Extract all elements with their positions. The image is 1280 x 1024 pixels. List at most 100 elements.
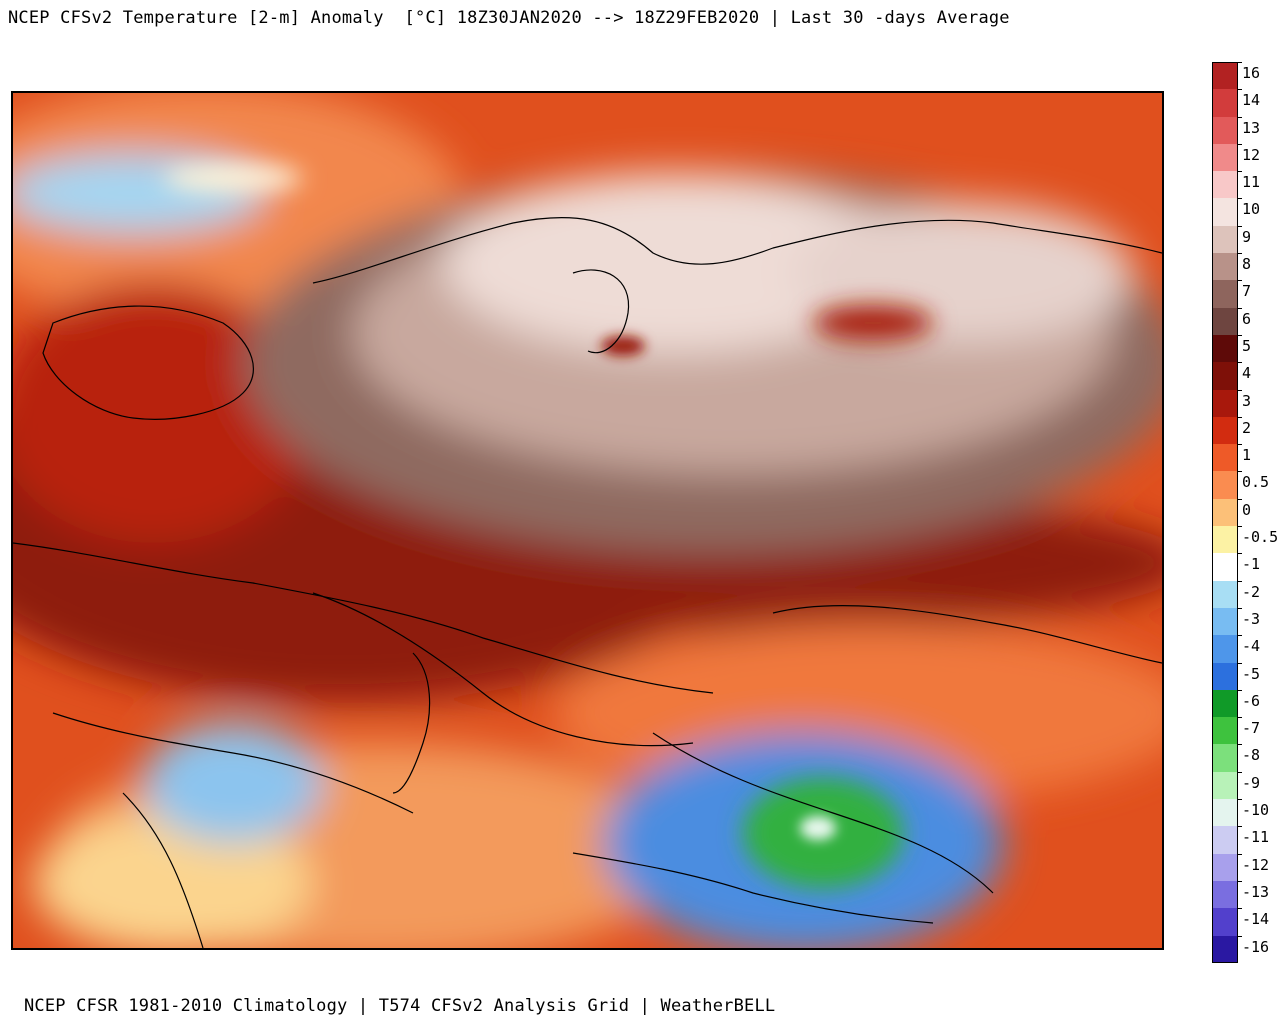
legend-label: -14	[1242, 910, 1270, 929]
legend-tick	[1238, 171, 1242, 173]
legend-entry: -14	[1212, 908, 1280, 936]
legend-tick	[1238, 62, 1242, 63]
legend-label: 0.5	[1242, 473, 1270, 492]
legend-tick	[1238, 143, 1242, 145]
tibet-white-core	[800, 816, 836, 840]
legend-swatch	[1212, 498, 1238, 527]
scandinavia-red-region	[13, 283, 313, 543]
legend-swatch	[1212, 280, 1238, 308]
legend-entry: -6	[1212, 689, 1280, 718]
kazakhstan-border	[312, 592, 694, 747]
legend-entry: 3	[1212, 389, 1280, 417]
legend-label: 13	[1242, 118, 1261, 137]
legend-swatch	[1212, 580, 1238, 608]
legend-label: -16	[1242, 937, 1270, 956]
legend-swatch	[1212, 444, 1238, 472]
legend-tick	[1238, 334, 1242, 336]
legend-label: -12	[1242, 855, 1270, 874]
footer-credit: NCEP CFSR 1981-2010 Climatology | T574 C…	[24, 996, 776, 1016]
legend-entry: -3	[1212, 607, 1280, 636]
legend-entry: -0.5	[1212, 526, 1280, 554]
legend-label: -13	[1242, 882, 1270, 901]
mongolia-border	[772, 604, 1162, 664]
legend-entry: 8	[1212, 253, 1280, 281]
legend-label: -8	[1242, 746, 1261, 765]
legend-label: 7	[1242, 282, 1252, 301]
legend-entry: -5	[1212, 662, 1280, 690]
taymyr-red-patch	[813, 305, 933, 341]
legend-entry: 10	[1212, 198, 1280, 226]
legend-tick	[1238, 416, 1242, 418]
legend-swatch	[1212, 771, 1238, 800]
legend-entry: 12	[1212, 143, 1280, 172]
legend-tick	[1238, 553, 1242, 555]
legend-tick	[1238, 116, 1242, 118]
legend-swatch	[1212, 689, 1238, 718]
legend-label: 0	[1242, 500, 1252, 519]
anomaly-map	[11, 91, 1164, 950]
legend-tick	[1238, 225, 1242, 227]
legend-label: -3	[1242, 609, 1261, 628]
legend-label: 1	[1242, 446, 1252, 465]
legend-tick	[1238, 771, 1242, 773]
legend-label: -0.5	[1242, 528, 1279, 547]
legend-entry: 0	[1212, 498, 1280, 527]
legend-tick	[1238, 635, 1242, 637]
legend-label: -5	[1242, 664, 1261, 683]
scandinavia-coastline	[42, 305, 254, 420]
legend-tick	[1238, 853, 1242, 855]
legend-swatch	[1212, 171, 1238, 199]
legend-label: -9	[1242, 773, 1261, 792]
legend-tick	[1238, 744, 1242, 746]
legend-label: 14	[1242, 91, 1261, 110]
legend-label: -7	[1242, 719, 1261, 738]
middle-east-border	[52, 712, 414, 814]
legend-tick	[1238, 198, 1242, 200]
china-border	[652, 732, 994, 894]
legend-tick	[1238, 471, 1242, 473]
legend-swatch	[1212, 334, 1238, 363]
legend-label: -4	[1242, 637, 1261, 656]
legend-tick	[1238, 935, 1242, 937]
legend-swatch	[1212, 799, 1238, 827]
legend-swatch	[1212, 307, 1238, 335]
legend-tick	[1238, 662, 1242, 664]
chart-title: NCEP CFSv2 Temperature [2-m] Anomaly [°C…	[8, 8, 1010, 28]
legend-entry: -16	[1212, 935, 1280, 963]
novaya-zemlya-red-patch	[601, 336, 645, 356]
legend-swatch	[1212, 198, 1238, 226]
legend-swatch	[1212, 553, 1238, 581]
legend-entry: 14	[1212, 89, 1280, 117]
legend-tick	[1238, 717, 1242, 719]
legend-swatch	[1212, 471, 1238, 499]
legend-entry: 2	[1212, 416, 1280, 445]
legend-entry: -1	[1212, 553, 1280, 581]
legend-label: -11	[1242, 828, 1270, 847]
legend-label: 4	[1242, 364, 1252, 383]
legend-label: -10	[1242, 801, 1270, 820]
legend-swatch	[1212, 880, 1238, 909]
legend-entry: -2	[1212, 580, 1280, 608]
legend-tick	[1238, 498, 1242, 500]
legend-swatch	[1212, 635, 1238, 663]
legend-swatch	[1212, 662, 1238, 690]
legend-entry: -8	[1212, 744, 1280, 772]
legend-swatch	[1212, 253, 1238, 281]
legend-entry: -4	[1212, 635, 1280, 663]
himalaya-border	[572, 852, 934, 924]
legend-tick	[1238, 89, 1242, 91]
legend-swatch	[1212, 416, 1238, 445]
legend-entry: 0.5	[1212, 471, 1280, 499]
legend-swatch	[1212, 362, 1238, 390]
legend-label: 9	[1242, 227, 1252, 246]
legend-swatch	[1212, 607, 1238, 636]
legend-swatch	[1212, 935, 1238, 963]
legend-tick	[1238, 607, 1242, 609]
legend-tick	[1238, 580, 1242, 582]
legend-tick	[1238, 444, 1242, 446]
legend-entry: 13	[1212, 116, 1280, 144]
legend-swatch	[1212, 62, 1238, 90]
legend-label: -6	[1242, 691, 1261, 710]
legend-entry: -10	[1212, 799, 1280, 827]
legend-entry: -7	[1212, 717, 1280, 745]
